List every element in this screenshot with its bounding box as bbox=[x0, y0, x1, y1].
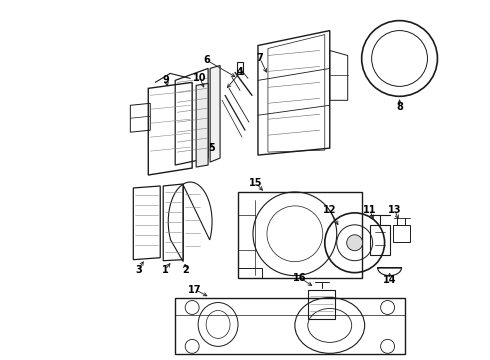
Polygon shape bbox=[210, 66, 220, 162]
Text: 1: 1 bbox=[162, 265, 169, 275]
Text: 16: 16 bbox=[293, 273, 307, 283]
Text: 2: 2 bbox=[182, 265, 189, 275]
Text: 7: 7 bbox=[257, 54, 263, 63]
Text: 3: 3 bbox=[135, 265, 142, 275]
Text: 11: 11 bbox=[363, 205, 376, 215]
Text: 15: 15 bbox=[249, 178, 263, 188]
Text: 13: 13 bbox=[388, 205, 401, 215]
Text: 9: 9 bbox=[163, 75, 170, 85]
Text: 5: 5 bbox=[209, 143, 216, 153]
Ellipse shape bbox=[347, 235, 363, 251]
Bar bbox=[237, 62, 243, 75]
Text: 10: 10 bbox=[194, 73, 207, 84]
Text: 6: 6 bbox=[204, 55, 211, 66]
Text: 14: 14 bbox=[383, 275, 396, 285]
Text: 8: 8 bbox=[396, 102, 403, 112]
Text: 12: 12 bbox=[323, 205, 337, 215]
Text: 4: 4 bbox=[237, 67, 244, 77]
Text: 17: 17 bbox=[188, 284, 202, 294]
Polygon shape bbox=[196, 84, 208, 167]
